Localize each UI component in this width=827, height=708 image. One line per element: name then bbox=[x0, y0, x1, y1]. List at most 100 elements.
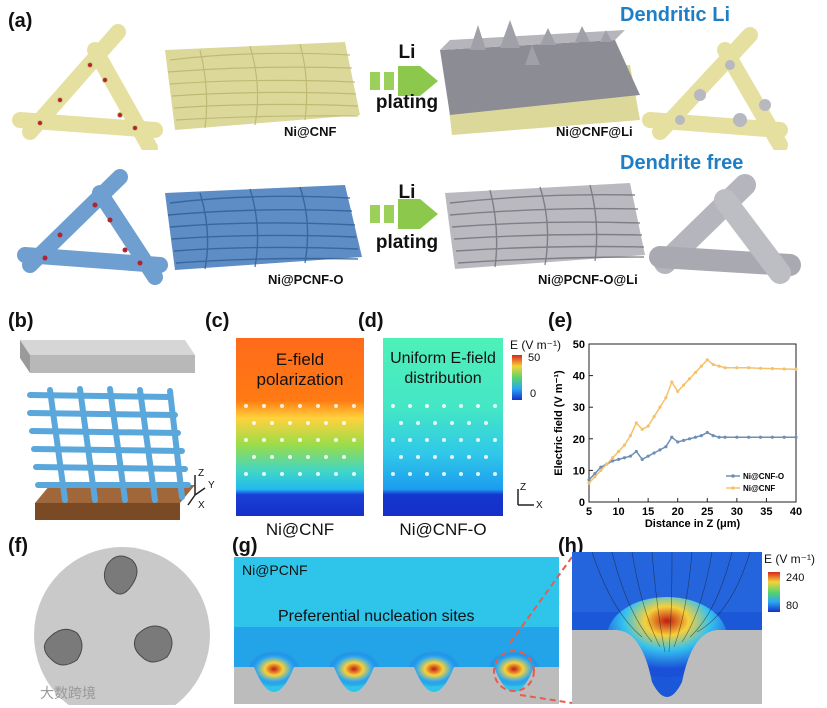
series-point-1 bbox=[658, 405, 662, 409]
x-tick-label: 15 bbox=[642, 506, 654, 518]
series-point-0 bbox=[687, 437, 692, 441]
series-point-1 bbox=[699, 364, 703, 368]
arrow-2-top-text: Li bbox=[398, 182, 416, 203]
legend-label-1: Ni@CNF bbox=[743, 484, 775, 493]
series-point-0 bbox=[794, 435, 798, 439]
panel-g-title: Ni@PCNF bbox=[242, 562, 308, 578]
panel-label-c: (c) bbox=[205, 310, 230, 332]
x-tick-label: 10 bbox=[612, 506, 624, 518]
colorbar-d-title: E (V m⁻¹) bbox=[510, 338, 561, 352]
series-point-1 bbox=[664, 396, 668, 400]
y-tick-label: 20 bbox=[573, 434, 585, 446]
panel-g-annotation: Preferential nucleation sites bbox=[278, 608, 475, 625]
label-ni-pcnf-o-li: Ni@PCNF-O@Li bbox=[538, 272, 638, 287]
series-point-1 bbox=[758, 366, 763, 370]
panel-label-g: (g) bbox=[232, 535, 258, 557]
axis-label-z-b: Z bbox=[198, 468, 205, 479]
y-tick-label: 0 bbox=[579, 497, 585, 509]
colorbar-h-title: E (V m⁻¹) bbox=[764, 552, 815, 566]
series-point-1 bbox=[676, 389, 680, 393]
panel-e-line-chart: 5 10 15 20 25 30 35 40 0 10 20 30 40 50 Ni@CNF-O Ni@CN… bbox=[553, 339, 802, 530]
watermark-text: 大数跨境 bbox=[40, 685, 96, 701]
series-point-0 bbox=[693, 435, 698, 439]
panel-a-row2-art bbox=[17, 169, 801, 285]
series-point-0 bbox=[658, 448, 662, 452]
xyz-axes-d bbox=[517, 489, 534, 506]
series-point-1 bbox=[670, 380, 674, 384]
series-point-0 bbox=[599, 465, 603, 469]
panel-label-b: (b) bbox=[8, 310, 34, 332]
series-point-1 bbox=[693, 370, 698, 375]
li-plating-arrow-1 bbox=[370, 66, 438, 96]
panel-c-inner-text-2: polarization bbox=[256, 370, 344, 389]
ni-cnf-mat bbox=[165, 42, 360, 130]
series-point-0 bbox=[628, 454, 632, 458]
series-point-1 bbox=[682, 383, 686, 387]
series-point-0 bbox=[711, 434, 715, 438]
series-point-1 bbox=[705, 358, 709, 362]
arrow-2-bottom-text: plating bbox=[375, 232, 439, 253]
series-point-0 bbox=[670, 435, 674, 439]
panel-c-field-map bbox=[236, 338, 364, 516]
series-point-0 bbox=[723, 435, 727, 439]
series-point-1 bbox=[652, 415, 656, 419]
colorbar-h-max: 240 bbox=[786, 572, 805, 584]
legend-marker-0 bbox=[731, 474, 735, 478]
dendritic-li-title: Dendritic Li bbox=[620, 4, 731, 26]
chart-e-ylabel: Electric field (V m⁻¹) bbox=[553, 370, 565, 476]
colorbar-d-min: 0 bbox=[530, 388, 537, 400]
substrate-profile-g bbox=[234, 667, 559, 704]
series-point-1 bbox=[593, 475, 597, 479]
fiber-dots-c bbox=[244, 404, 356, 476]
panel-label-h: (h) bbox=[558, 535, 584, 557]
series-line-1 bbox=[588, 358, 797, 484]
panel-d-field-map bbox=[383, 338, 503, 516]
substrate bbox=[35, 485, 195, 520]
ni-cnf-li-block bbox=[440, 20, 640, 135]
xyz-axes-b bbox=[187, 475, 206, 506]
series-point-0 bbox=[717, 435, 721, 439]
arrow-1-bottom-text: plating bbox=[375, 92, 439, 113]
label-ni-pcnf-o: Ni@PCNF-O bbox=[268, 272, 344, 287]
series-point-1 bbox=[605, 462, 609, 466]
series-point-0 bbox=[611, 459, 615, 463]
yellow-fiber-triangle bbox=[12, 24, 163, 150]
x-tick-label: 25 bbox=[701, 506, 713, 518]
li-covered-yellow-triangle bbox=[642, 27, 788, 150]
series-point-1 bbox=[646, 424, 650, 428]
series-point-1 bbox=[770, 367, 774, 371]
chart-e-frame bbox=[588, 343, 797, 503]
ni-pcnf-o-li-mat bbox=[445, 183, 645, 269]
x-tick-label: 40 bbox=[790, 506, 802, 518]
series-point-1 bbox=[616, 449, 621, 454]
series-point-0 bbox=[634, 449, 638, 454]
li-coated-triangle bbox=[649, 174, 801, 284]
series-point-0 bbox=[622, 456, 627, 460]
panel-label-e: (e) bbox=[548, 310, 573, 332]
axis-label-z-d: Z bbox=[520, 482, 527, 493]
legend-label-0: Ni@CNF-O bbox=[743, 472, 784, 481]
label-ni-cnf: Ni@CNF bbox=[284, 124, 337, 139]
ni-pcnf-o-mat bbox=[165, 185, 362, 270]
y-tick-label: 40 bbox=[573, 371, 585, 383]
axis-label-y-b: Y bbox=[208, 480, 215, 491]
y-tick-label: 30 bbox=[573, 402, 585, 414]
series-point-1 bbox=[640, 427, 644, 431]
series-point-1 bbox=[611, 456, 615, 460]
fiber-lattice bbox=[27, 386, 191, 503]
fiber-dots-d bbox=[391, 404, 497, 476]
series-point-0 bbox=[747, 435, 751, 439]
y-tick-label: 10 bbox=[573, 465, 585, 477]
series-point-0 bbox=[616, 457, 621, 461]
label-ni-cnf-li: Ni@CNF@Li bbox=[556, 124, 633, 139]
panel-g-field-map bbox=[234, 557, 559, 704]
legend-marker-1 bbox=[731, 486, 735, 490]
panel-label-f: (f) bbox=[8, 535, 28, 557]
axis-label-x-b: X bbox=[198, 500, 205, 511]
series-point-1 bbox=[634, 421, 638, 425]
series-point-0 bbox=[652, 451, 656, 455]
substrate-profile-h bbox=[572, 630, 762, 704]
series-point-1 bbox=[794, 367, 798, 371]
series-point-0 bbox=[593, 471, 597, 476]
panel-b-schematic bbox=[20, 340, 206, 520]
